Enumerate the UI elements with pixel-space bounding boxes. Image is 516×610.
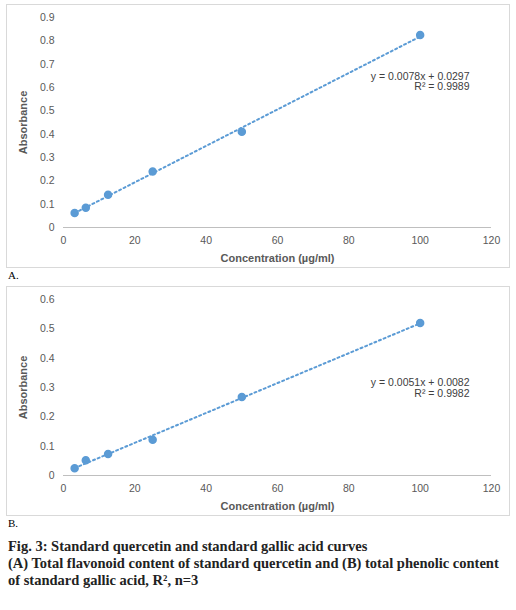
svg-text:0.1: 0.1: [40, 198, 55, 210]
svg-text:0.6: 0.6: [40, 81, 55, 93]
svg-text:60: 60: [272, 482, 284, 494]
svg-text:0.2: 0.2: [40, 410, 55, 422]
svg-text:Concentration (µg/ml): Concentration (µg/ml): [221, 500, 335, 512]
svg-text:0: 0: [49, 221, 55, 233]
svg-text:0.2: 0.2: [40, 174, 55, 186]
svg-text:R² = 0.9982: R² = 0.9982: [414, 387, 469, 399]
svg-text:y = 0.0051x + 0.0082: y = 0.0051x + 0.0082: [370, 376, 470, 389]
html-text:B.: B.: [8, 517, 19, 529]
html-text:(A) Total flavonoid content of: (A) Total flavonoid content of standard …: [8, 555, 499, 588]
svg-text:R² = 0.9989: R² = 0.9989: [414, 80, 469, 92]
svg-text:0.1: 0.1: [40, 440, 55, 452]
svg-text:0.3: 0.3: [40, 151, 55, 163]
svg-text:0: 0: [49, 469, 55, 481]
svg-text:0.5: 0.5: [40, 322, 55, 334]
svg-text:0: 0: [61, 234, 67, 246]
svg-text:120: 120: [483, 482, 501, 494]
svg-text:0.6: 0.6: [40, 293, 55, 305]
svg-text:20: 20: [129, 234, 141, 246]
svg-text:0.4: 0.4: [40, 352, 55, 364]
svg-text:80: 80: [343, 234, 355, 246]
svg-text:100: 100: [411, 482, 429, 494]
svg-text:0.9: 0.9: [40, 11, 55, 23]
svg-text:Absorbance: Absorbance: [17, 356, 29, 420]
svg-text:100: 100: [411, 234, 429, 246]
html-text:A.: A.: [8, 269, 19, 281]
svg-text:120: 120: [483, 234, 501, 246]
svg-text:40: 40: [200, 234, 212, 246]
svg-text:0.5: 0.5: [40, 104, 55, 116]
svg-text:40: 40: [200, 482, 212, 494]
svg-text:20: 20: [129, 482, 141, 494]
html-text:Fig. 3: Standard quercetin and: Fig. 3: Standard quercetin and standard …: [8, 538, 368, 554]
svg-text:0.4: 0.4: [40, 128, 55, 140]
svg-text:60: 60: [272, 234, 284, 246]
svg-text:0.8: 0.8: [40, 34, 55, 46]
svg-text:0.7: 0.7: [40, 58, 55, 70]
svg-text:0: 0: [61, 482, 67, 494]
svg-text:Absorbance: Absorbance: [17, 91, 29, 155]
svg-text:y = 0.0078x + 0.0297: y = 0.0078x + 0.0297: [370, 69, 470, 82]
svg-text:Concentration (µg/ml): Concentration (µg/ml): [221, 252, 335, 264]
svg-text:0.3: 0.3: [40, 381, 55, 393]
svg-text:80: 80: [343, 482, 355, 494]
